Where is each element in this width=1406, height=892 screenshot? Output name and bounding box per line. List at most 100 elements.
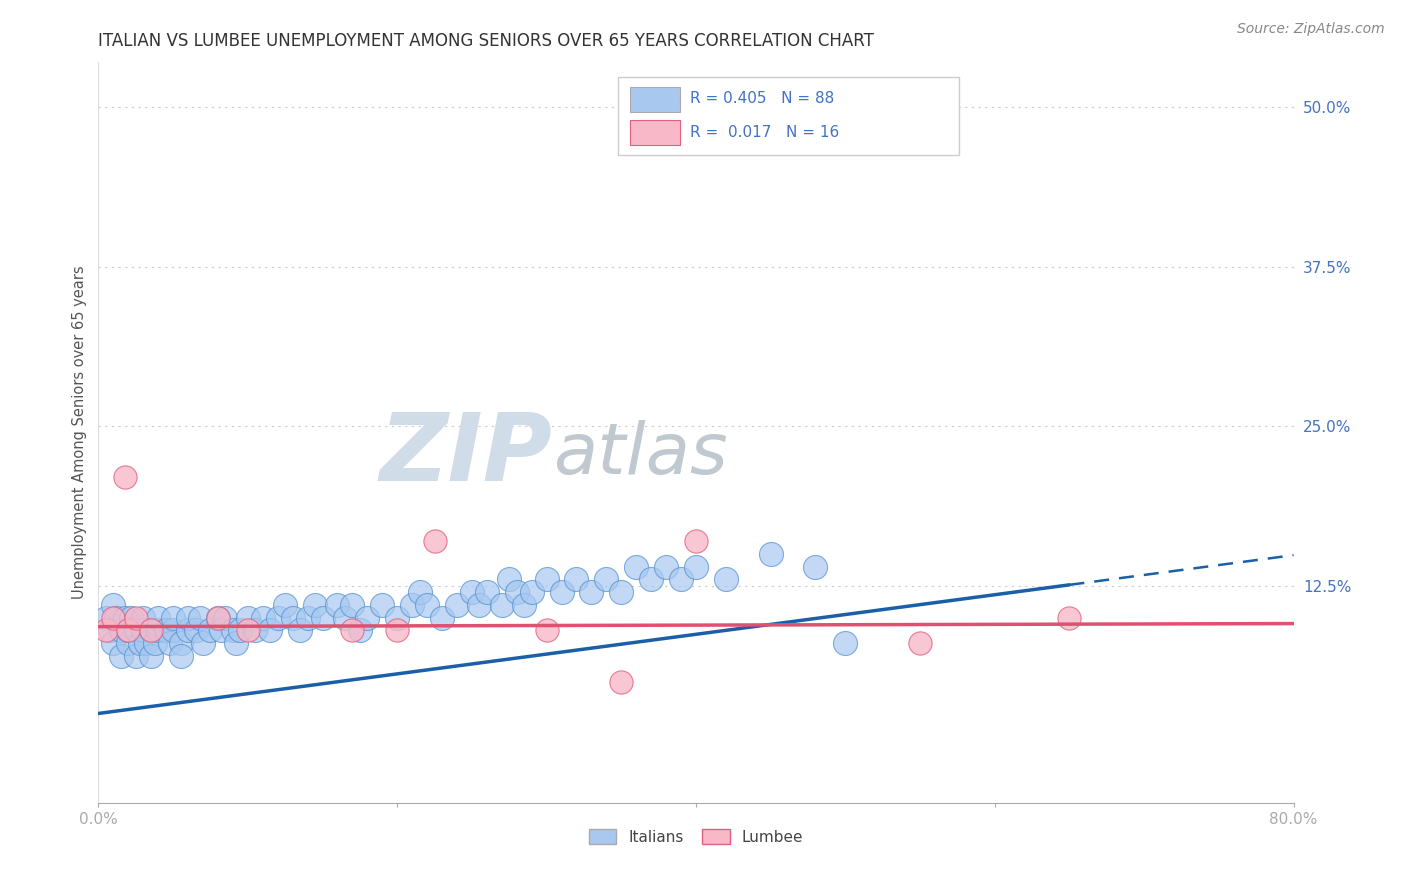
Point — [536, 624, 558, 638]
Point — [401, 598, 423, 612]
Point — [669, 573, 692, 587]
Point — [520, 585, 543, 599]
Text: R =  0.017   N = 16: R = 0.017 N = 16 — [690, 125, 839, 139]
Point — [326, 598, 349, 612]
Point — [103, 610, 125, 624]
Text: R = 0.405   N = 88: R = 0.405 N = 88 — [690, 91, 834, 106]
Point — [759, 547, 782, 561]
Point — [188, 610, 211, 624]
Point — [595, 573, 617, 587]
Point — [865, 126, 887, 140]
Point — [143, 636, 166, 650]
Point — [94, 610, 117, 624]
Point — [461, 585, 484, 599]
Point — [191, 636, 214, 650]
Point — [274, 598, 297, 612]
Point — [333, 610, 356, 624]
Point — [117, 636, 139, 650]
Point — [908, 636, 931, 650]
Point — [207, 610, 229, 624]
Point — [209, 624, 232, 638]
Point — [581, 585, 603, 599]
Point — [103, 636, 125, 650]
Point — [371, 598, 394, 612]
Y-axis label: Unemployment Among Seniors over 65 years: Unemployment Among Seniors over 65 years — [72, 266, 87, 599]
Point — [304, 598, 326, 612]
Point — [159, 636, 181, 650]
Point — [430, 610, 453, 624]
Point — [139, 648, 162, 663]
Point — [714, 573, 737, 587]
Point — [125, 624, 148, 638]
Point — [626, 559, 648, 574]
Point — [148, 624, 170, 638]
Point — [105, 610, 128, 624]
Point — [177, 624, 200, 638]
Point — [200, 624, 222, 638]
Point — [125, 648, 148, 663]
Point — [506, 585, 529, 599]
FancyBboxPatch shape — [619, 78, 959, 155]
Point — [610, 674, 633, 689]
Point — [139, 624, 162, 638]
Point — [281, 610, 304, 624]
Point — [162, 610, 184, 624]
Point — [408, 585, 430, 599]
Point — [169, 636, 191, 650]
Point — [252, 610, 274, 624]
Text: Source: ZipAtlas.com: Source: ZipAtlas.com — [1237, 22, 1385, 37]
Point — [114, 470, 136, 484]
Point — [155, 624, 177, 638]
Point — [94, 624, 117, 638]
Text: atlas: atlas — [553, 420, 727, 490]
Point — [114, 610, 136, 624]
Point — [236, 610, 259, 624]
Point — [98, 624, 122, 638]
Point — [169, 648, 191, 663]
Point — [513, 598, 536, 612]
Point — [110, 624, 132, 638]
Point — [207, 610, 229, 624]
Point — [125, 610, 148, 624]
Point — [565, 573, 588, 587]
Point — [356, 610, 378, 624]
Point — [177, 610, 200, 624]
Point — [640, 573, 662, 587]
Text: ZIP: ZIP — [380, 409, 553, 500]
Point — [349, 624, 371, 638]
Point — [685, 534, 707, 549]
Point — [132, 610, 155, 624]
Point — [804, 559, 827, 574]
Point — [117, 624, 139, 638]
Point — [129, 636, 152, 650]
Point — [139, 624, 162, 638]
Point — [236, 624, 259, 638]
Point — [536, 573, 558, 587]
Point — [148, 610, 170, 624]
Point — [229, 624, 252, 638]
Point — [110, 648, 132, 663]
Point — [184, 624, 207, 638]
Point — [245, 624, 267, 638]
Point — [834, 636, 856, 650]
Point — [475, 585, 498, 599]
Point — [385, 624, 409, 638]
Point — [311, 610, 333, 624]
Text: ITALIAN VS LUMBEE UNEMPLOYMENT AMONG SENIORS OVER 65 YEARS CORRELATION CHART: ITALIAN VS LUMBEE UNEMPLOYMENT AMONG SEN… — [98, 32, 875, 50]
Legend: Italians, Lumbee: Italians, Lumbee — [582, 822, 810, 851]
Point — [342, 624, 364, 638]
Point — [416, 598, 439, 612]
Point — [222, 624, 245, 638]
Point — [267, 610, 290, 624]
Point — [446, 598, 468, 612]
Point — [423, 534, 446, 549]
Point — [1059, 610, 1081, 624]
Point — [132, 624, 155, 638]
Point — [214, 610, 236, 624]
Point — [498, 573, 520, 587]
Point — [685, 559, 707, 574]
FancyBboxPatch shape — [630, 120, 681, 145]
Point — [117, 624, 139, 638]
Point — [162, 624, 184, 638]
FancyBboxPatch shape — [630, 87, 681, 112]
